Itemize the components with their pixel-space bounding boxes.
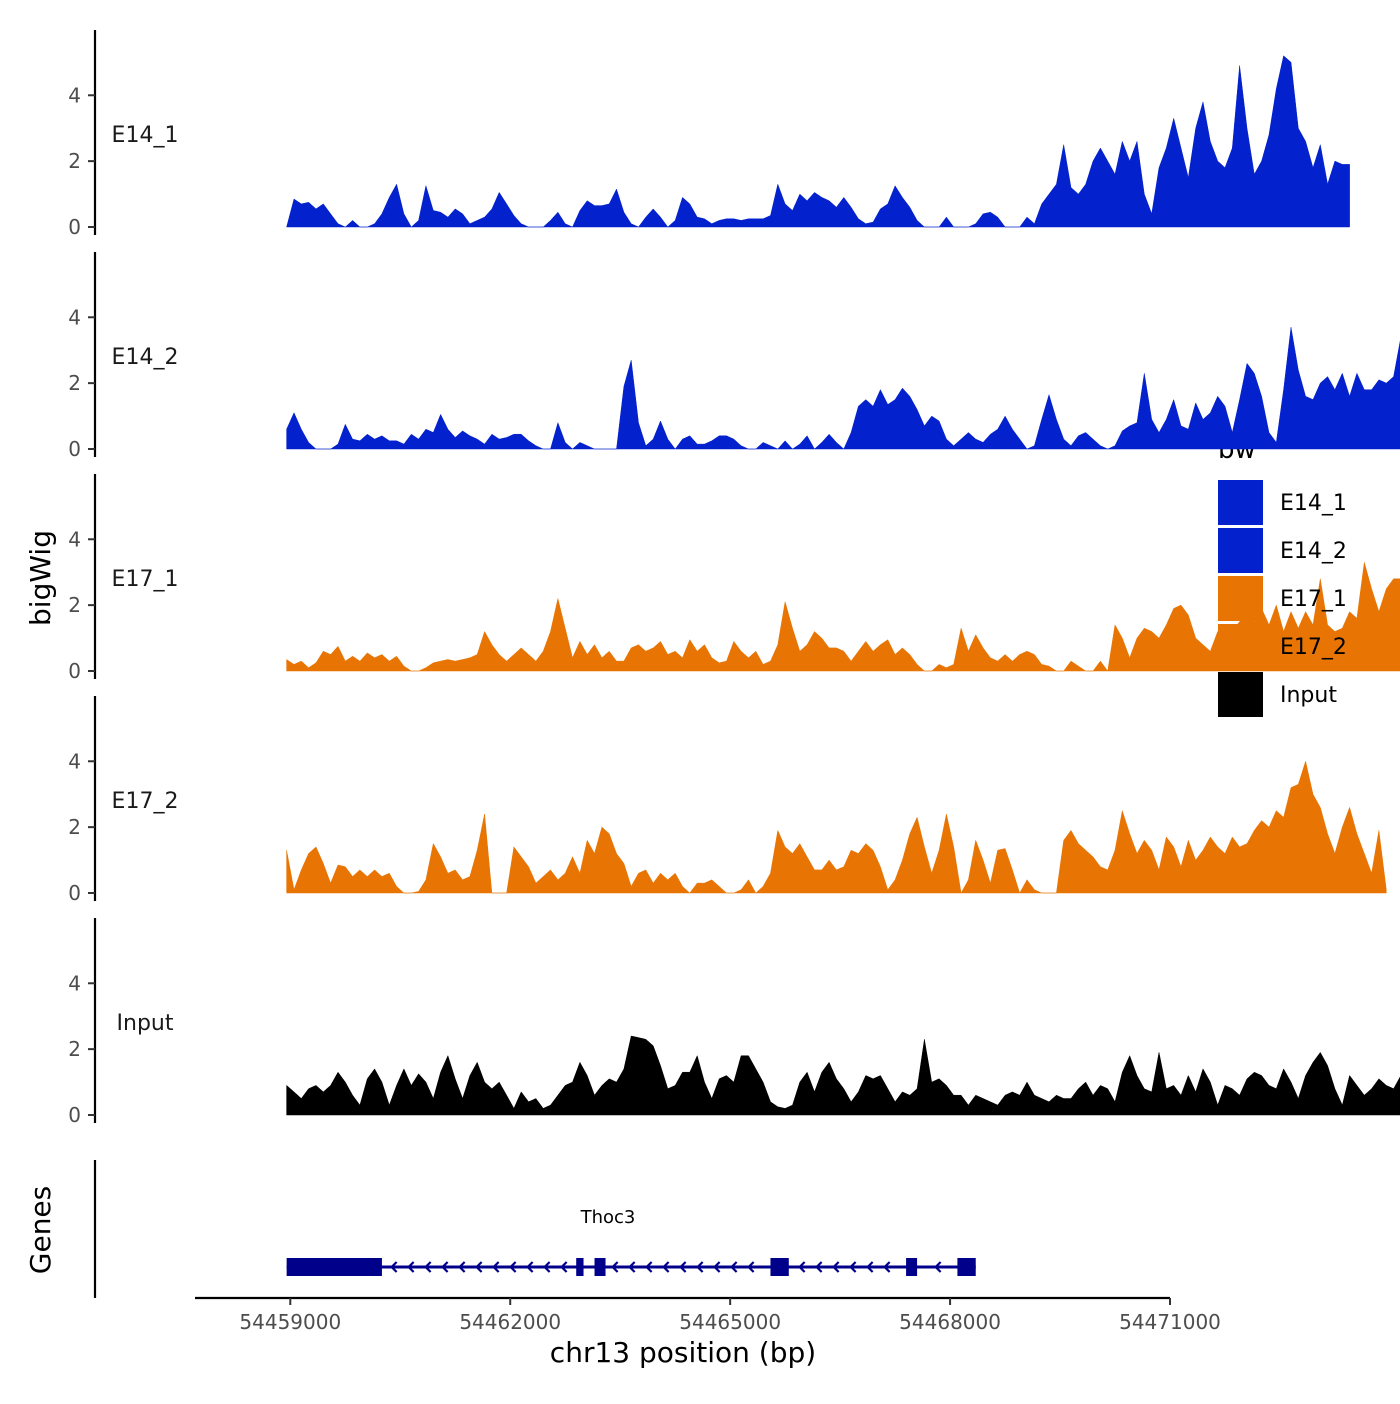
strand-arrow: [390, 1261, 398, 1273]
signal-area-E14_1: [286, 55, 1350, 228]
strand-arrow: [441, 1261, 449, 1273]
strand-arrow: [526, 1261, 534, 1273]
exon-block: [957, 1258, 976, 1276]
strand-arrow: [611, 1261, 619, 1273]
x-tick-label: 54465000: [679, 1310, 781, 1334]
strand-arrow: [866, 1261, 874, 1273]
track-label: E17_1: [112, 567, 179, 592]
signal-area-E17_2: [286, 760, 1387, 894]
legend-label: E17_2: [1280, 635, 1347, 660]
legend-label: Input: [1280, 683, 1337, 708]
plot-area: 0 2 4 E14_1 0 2 4 E14_2 0 2 4 E17_1 0 2 4 E17_2 0 2 4 Input…: [68, 30, 1400, 1334]
x-tick-label: 54459000: [239, 1310, 341, 1334]
strand-arrow: [475, 1261, 483, 1273]
track-label: E17_2: [112, 789, 179, 814]
strand-arrow: [713, 1261, 721, 1273]
strand-arrow: [798, 1261, 806, 1273]
strand-arrow: [492, 1261, 500, 1273]
track-label: E14_2: [112, 345, 179, 370]
legend-label: E17_1: [1280, 587, 1347, 612]
strand-arrow: [815, 1261, 823, 1273]
strand-arrow: [509, 1261, 517, 1273]
y-tick-label: 4: [68, 83, 81, 107]
strand-arrow: [832, 1261, 840, 1273]
legend-key-E14_1: [1218, 480, 1263, 525]
strand-arrow: [730, 1261, 738, 1273]
y-tick-label: 0: [68, 215, 81, 239]
y-tick-label: 2: [68, 371, 81, 395]
track-label: Input: [117, 1011, 174, 1036]
y-tick-label: 4: [68, 305, 81, 329]
y-tick-label: 0: [68, 437, 81, 461]
exon-block: [770, 1258, 789, 1276]
strand-arrow: [934, 1261, 942, 1273]
signal-area-E14_2: [286, 327, 1400, 450]
y-tick-label: 0: [68, 881, 81, 905]
strand-arrow: [645, 1261, 653, 1273]
x-axis-title: chr13 position (bp): [550, 1336, 816, 1369]
strand-arrow: [424, 1261, 432, 1273]
legend-key-Input: [1218, 672, 1263, 717]
exon-block: [594, 1258, 606, 1276]
y-tick-label: 0: [68, 1103, 81, 1127]
genes-track-title: Genes: [24, 1186, 57, 1274]
x-tick-label: 54471000: [1119, 1310, 1221, 1334]
y-tick-label: 4: [68, 971, 81, 995]
x-tick-label: 54462000: [459, 1310, 561, 1334]
y-tick-label: 0: [68, 659, 81, 683]
strand-arrow: [458, 1261, 466, 1273]
exon-block: [906, 1258, 918, 1276]
y-tick-label: 2: [68, 149, 81, 173]
y-tick-label: 4: [68, 527, 81, 551]
exon-block: [286, 1258, 382, 1276]
strand-arrow: [747, 1261, 755, 1273]
legend-key-E17_2: [1218, 624, 1263, 669]
strand-arrow: [628, 1261, 636, 1273]
strand-arrow: [662, 1261, 670, 1273]
strand-arrow: [407, 1261, 415, 1273]
signal-area-Input: [286, 1035, 1400, 1116]
strand-arrow: [560, 1261, 568, 1273]
strand-arrow: [849, 1261, 857, 1273]
x-tick-label: 54468000: [899, 1310, 1001, 1334]
strand-arrow: [543, 1261, 551, 1273]
legend-label: E14_1: [1280, 491, 1347, 516]
strand-arrow: [696, 1261, 704, 1273]
y-axis-title: bigWig: [24, 530, 57, 626]
legend-label: E14_2: [1280, 539, 1347, 564]
legend-key-E17_1: [1218, 576, 1263, 621]
y-tick-label: 2: [68, 1037, 81, 1061]
gene-name-label: Thoc3: [580, 1207, 636, 1228]
y-tick-label: 2: [68, 815, 81, 839]
track-label: E14_1: [112, 123, 179, 148]
y-tick-label: 2: [68, 593, 81, 617]
y-tick-label: 4: [68, 749, 81, 773]
strand-arrow: [883, 1261, 891, 1273]
strand-arrow: [679, 1261, 687, 1273]
legend-key-E14_2: [1218, 528, 1263, 573]
exon-block: [576, 1258, 584, 1276]
